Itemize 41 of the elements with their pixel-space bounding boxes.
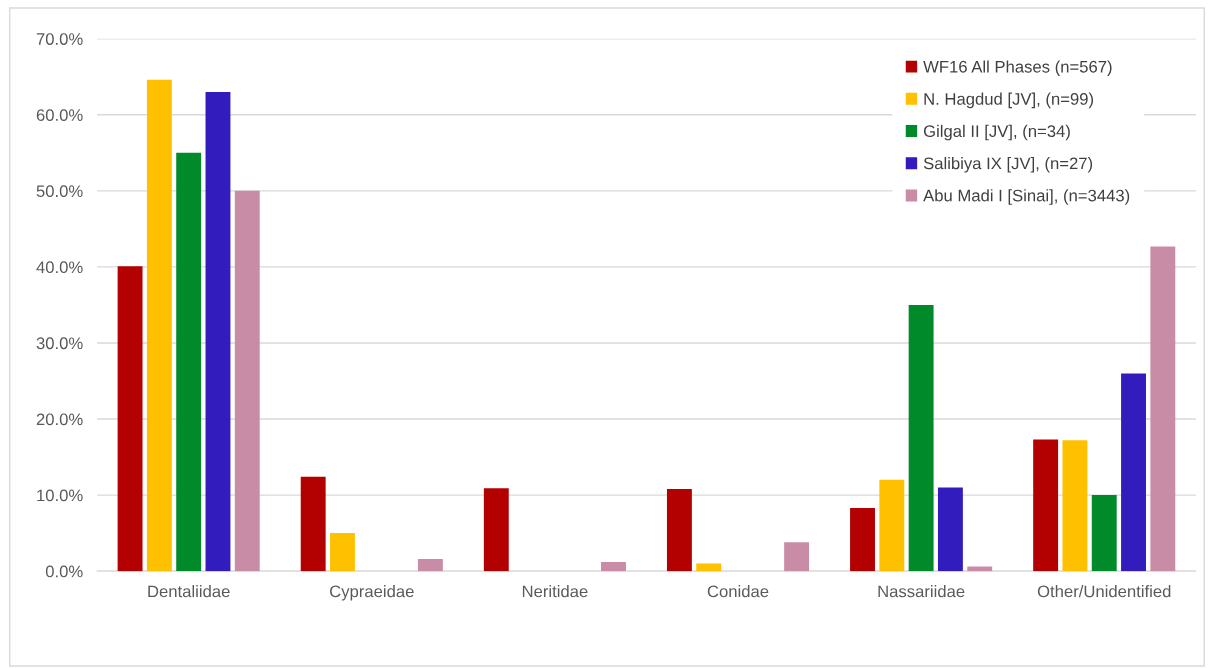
x-tick-label: Dentaliidae bbox=[148, 585, 230, 598]
bar bbox=[300, 476, 326, 572]
x-tick-label: Cypraeidae bbox=[330, 585, 414, 601]
x-tick-label: Nassariidae bbox=[878, 585, 965, 598]
bar bbox=[879, 479, 905, 572]
y-tick-label: 0.0% bbox=[45, 565, 83, 578]
y-tick-label: 10.0% bbox=[37, 489, 83, 502]
bar bbox=[696, 563, 722, 572]
y-tick-label: 50.0% bbox=[36, 185, 83, 198]
bar bbox=[234, 190, 260, 572]
y-tick-label: 40.0% bbox=[36, 261, 83, 274]
y-tick-label: 20.0% bbox=[36, 413, 83, 426]
y-tick-label: 60.0% bbox=[36, 109, 83, 121]
bar bbox=[784, 542, 810, 572]
x-tick-label: Conidae bbox=[707, 585, 769, 598]
bar bbox=[1033, 439, 1059, 572]
bar bbox=[601, 562, 626, 572]
y-tick-label: 30.0% bbox=[36, 337, 83, 350]
bar bbox=[908, 304, 934, 572]
bar bbox=[205, 91, 231, 572]
y-tick-label: 70.0% bbox=[36, 33, 83, 45]
bar bbox=[330, 533, 355, 572]
legend-label: N. Hagdud [JV], (n=99) bbox=[924, 92, 1094, 109]
bar bbox=[1062, 440, 1088, 572]
bar bbox=[117, 266, 143, 572]
bar bbox=[666, 489, 692, 572]
legend-label: Abu Madi I [Sinai], (n=3443) bbox=[923, 189, 1130, 205]
legend-label: WF16 All Phases (n=567) bbox=[923, 60, 1112, 76]
bar bbox=[1091, 495, 1117, 572]
bar bbox=[417, 558, 443, 572]
bar bbox=[850, 508, 875, 572]
bar bbox=[937, 487, 963, 572]
legend-label: Salibiya IX [JV], (n=27) bbox=[923, 157, 1093, 173]
bar bbox=[146, 79, 172, 572]
legend-label: Gilgal II [JV], (n=34) bbox=[923, 124, 1070, 141]
bar bbox=[176, 152, 202, 572]
bar bbox=[1121, 373, 1146, 572]
bar bbox=[1150, 246, 1176, 572]
bar bbox=[483, 488, 509, 572]
x-tick-label: Other/Unidentified bbox=[1037, 585, 1171, 598]
x-tick-label: Neritidae bbox=[522, 585, 588, 598]
